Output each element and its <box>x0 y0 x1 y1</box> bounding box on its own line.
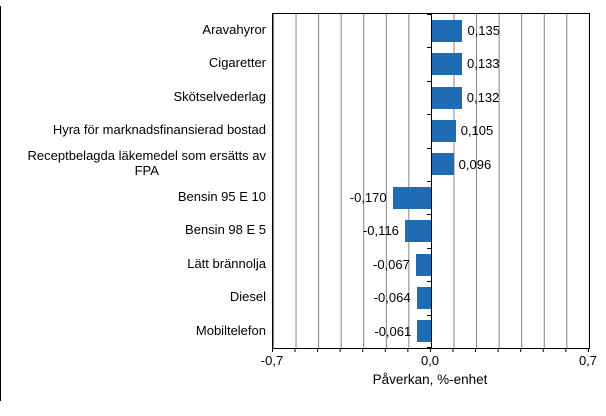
zero-axis-tick <box>427 214 431 215</box>
bar-value-label: -0,116 <box>362 223 399 239</box>
bar-value-label: -0,067 <box>373 256 410 272</box>
zero-axis-tick <box>427 347 431 348</box>
zero-axis-tick <box>427 114 431 115</box>
bar <box>432 153 454 176</box>
bar <box>415 253 431 276</box>
bar <box>432 19 463 42</box>
category-label: Bensin 95 E 10 <box>177 189 266 205</box>
bar <box>432 53 463 76</box>
x-tick-label-zero: 0,0 <box>420 353 440 368</box>
category-label: Aravahyror <box>202 22 266 38</box>
bar-value-label: -0,061 <box>374 323 412 339</box>
zero-axis-tick <box>427 47 431 48</box>
category-label: Cigaretter <box>208 55 266 71</box>
zero-axis-tick <box>427 315 431 316</box>
zero-axis-tick <box>427 248 431 249</box>
bar <box>432 86 462 109</box>
category-label: Skötselvederlag <box>173 88 267 104</box>
plot-area: 0,135 0,133 0,132 0,105 0,096 -0,170 -0,116 -0,… <box>272 13 590 349</box>
bar-value-label: -0,170 <box>349 190 387 205</box>
x-axis-tick-marks <box>272 348 589 352</box>
zero-axis-tick <box>427 14 431 15</box>
bar-value-label: 0,133 <box>467 56 500 72</box>
x-axis-title: Påverkan, %-enhet <box>372 372 488 387</box>
bar-value-label: 0,135 <box>467 23 501 38</box>
category-axis-labels: Aravahyror Cigaretter Skötselvederlag Hyra … <box>0 13 266 347</box>
category-label: Lätt brännolja <box>187 255 266 271</box>
category-label: Mobiltelefon <box>195 322 266 338</box>
zero-axis-tick <box>427 148 431 149</box>
bar <box>404 220 431 243</box>
category-label: Receptbelagda läkemedel som ersätts av F… <box>27 147 266 179</box>
zero-axis-tick <box>427 281 431 282</box>
category-label: Bensin 98 E 5 <box>185 222 266 238</box>
x-tick-label-max: 0,7 <box>578 353 598 368</box>
bar <box>432 119 456 142</box>
category-label: Hyra för marknadsfinansierad bostad <box>52 122 266 138</box>
category-label: Diesel <box>229 289 266 305</box>
bar <box>392 186 431 209</box>
bar-value-label: 0,105 <box>460 123 494 139</box>
chart-frame-left-edge <box>0 6 1 401</box>
zero-axis-tick <box>427 181 431 182</box>
zero-baseline <box>431 14 432 348</box>
bar-value-label: 0,096 <box>458 156 492 172</box>
bar <box>417 320 431 343</box>
bar-value-label: 0,132 <box>466 89 500 105</box>
bar <box>416 286 431 309</box>
x-tick-label-min: -0,7 <box>260 353 284 368</box>
zero-axis-tick <box>427 81 431 82</box>
bar-value-label: -0,064 <box>373 290 411 306</box>
